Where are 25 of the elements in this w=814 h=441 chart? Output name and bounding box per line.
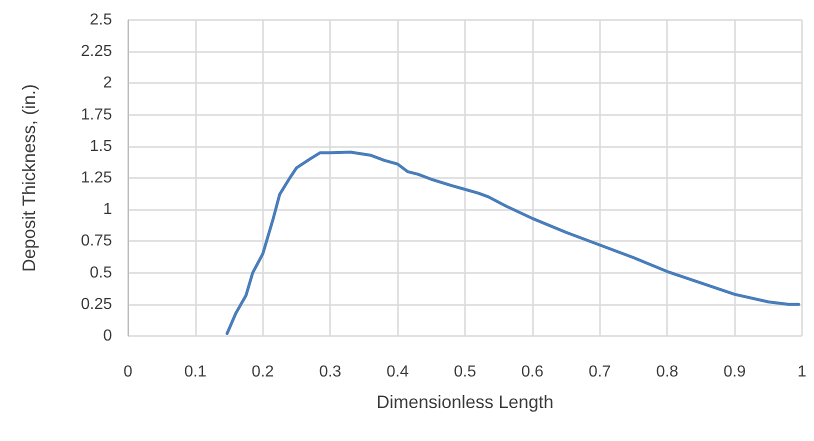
y-tick-label: 1.25 [80,170,112,186]
y-tick-label: 1.5 [90,138,112,155]
x-tick-label: 0.9 [723,364,746,380]
line-series [226,150,800,335]
y-tick-label: 2.5 [90,12,112,28]
x-axis-title: Dimensionless Length [376,392,554,412]
y-tick-label: 0.75 [80,232,112,250]
x-tick-label: 0.6 [521,364,544,380]
y-tick-label: 1 [103,201,112,218]
x-tick-label: 0.5 [454,364,476,380]
x-tick-label: 0 [124,364,133,380]
y-axis-title: Deposit Thickness, (in.) [19,84,39,272]
y-tick-label: 1.75 [80,106,112,124]
x-tick-label: 0.4 [386,364,409,380]
x-tick-label: 0.1 [184,364,207,380]
y-tick-label: 2 [103,74,112,92]
y-tick-label: 0 [103,328,112,344]
y-tick-label: 0.5 [90,264,112,282]
x-tick-label: 1 [798,364,807,380]
x-tick-label: 0.2 [252,364,274,380]
x-tick-label: 0.3 [319,364,342,380]
y-tick-label: 2.25 [80,43,112,60]
x-tick-label: 0.7 [588,364,612,380]
x-tick-label: 0.8 [656,364,678,380]
y-tick-label: 0.25 [80,296,112,313]
